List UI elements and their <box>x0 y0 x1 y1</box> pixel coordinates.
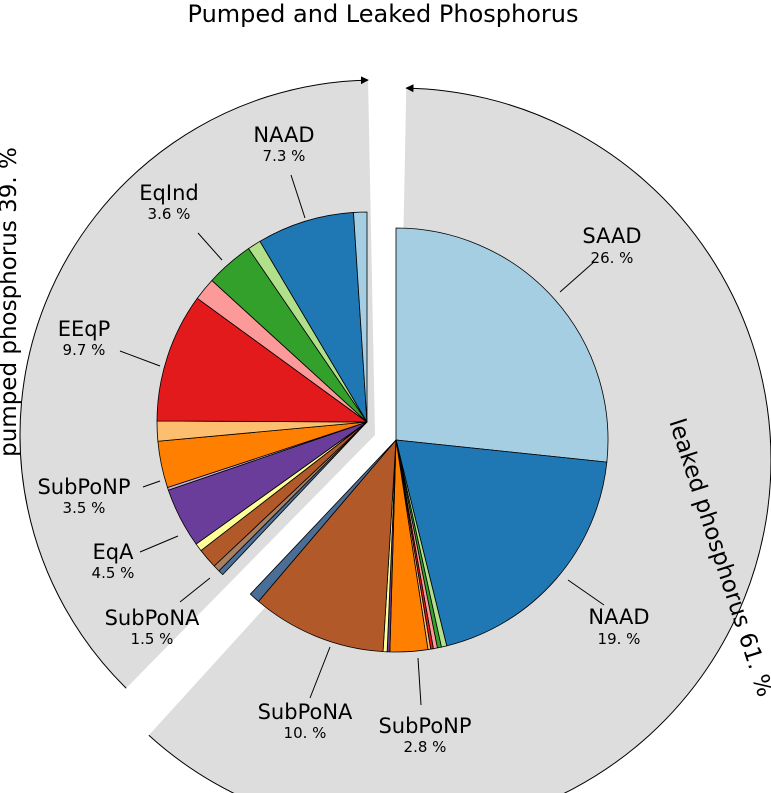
pumped-slice-percent: 3.6 % <box>148 205 191 223</box>
pumped-slice-percent: 7.3 % <box>263 147 306 165</box>
leaked-slice-percent: 2.8 % <box>404 738 447 756</box>
leaked-leader-line <box>309 646 331 699</box>
pumped-slice-percent: 9.7 % <box>63 341 106 359</box>
pumped-slice-percent: 3.5 % <box>63 499 106 517</box>
pumped-leader-line <box>290 174 306 219</box>
pie-slices <box>156 211 609 653</box>
pumped-ring-arrow <box>19 76 369 689</box>
pumped-leader-line <box>142 480 161 488</box>
leaked-slice-saad <box>395 227 609 463</box>
pumped-slice-item-13 <box>353 211 368 423</box>
pumped-ring-label: pumped phosphorus 39. % <box>0 147 22 457</box>
leaked-slice-subpona <box>258 439 397 652</box>
pumped-leader-line <box>139 535 179 553</box>
leaked-slice-label: NAAD <box>588 605 649 629</box>
leaked-leader-line <box>567 579 605 606</box>
leaked-slice-percent: 26. % <box>591 249 634 267</box>
leaked-leader-line <box>417 657 422 706</box>
pumped-slice-label: NAAD <box>253 123 314 147</box>
leaked-slice-percent: 10. % <box>284 724 327 742</box>
pumped-slice-percent: 1.5 % <box>131 630 174 648</box>
pumped-leader-line <box>197 232 223 261</box>
pumped-slice-label: SubPoNP <box>37 475 130 499</box>
leaked-slice-label: SubPoNP <box>378 714 471 738</box>
pumped-leader-line <box>179 577 211 603</box>
outer-ring <box>19 76 771 793</box>
pumped-slice-label: EqInd <box>139 181 198 205</box>
leaked-ring-arrow <box>148 84 771 793</box>
leaked-slice-naad <box>395 439 608 647</box>
pumped-slice-naad <box>259 212 368 423</box>
pumped-leader-line <box>119 350 161 367</box>
leaked-slice-label: SAAD <box>582 224 641 248</box>
chart-title: Pumped and Leaked Phosphorus <box>188 0 579 28</box>
pumped-slice-label: EqA <box>93 540 135 564</box>
pumped-slice-eeqp <box>156 297 368 423</box>
leaked-slice-label: SubPoNA <box>258 700 353 724</box>
leaked-leader-line <box>559 261 595 293</box>
pumped-slice-percent: 4.5 % <box>92 564 135 582</box>
pumped-slice-label: EEqP <box>58 317 111 341</box>
leaked-slice-item-11 <box>249 439 397 602</box>
pumped-slice-label: SubPoNA <box>105 606 200 630</box>
leaked-slice-percent: 19. % <box>598 630 641 648</box>
